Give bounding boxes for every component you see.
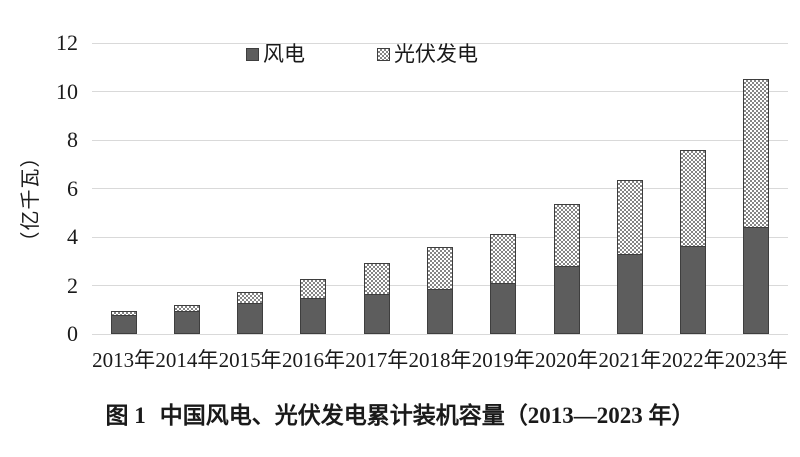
bar-segment-solar-2023年 <box>743 79 770 228</box>
bar-segment-solar-2014年 <box>173 304 200 311</box>
bar-segment-solar-2018年 <box>427 247 453 290</box>
bar-segment-solar-2019年 <box>490 233 517 284</box>
y-tick-label-12: 12 <box>56 30 78 55</box>
y-tick-label-4: 4 <box>67 224 78 249</box>
y-tick-label-6: 6 <box>67 175 78 201</box>
bar-segment-wind-2013年 <box>110 315 137 334</box>
bar-2021年 <box>616 180 643 334</box>
gridline-y-10 <box>92 91 788 92</box>
bar-segment-solar-2016年 <box>300 278 327 298</box>
x-tick-label-2020年: 2020年 <box>535 348 599 372</box>
legend-label-wind: 风电 <box>263 42 305 66</box>
x-tick-label-2014年: 2014年 <box>155 348 219 372</box>
figure-number: 图 1 <box>105 403 146 428</box>
gridline-y-6 <box>92 188 788 189</box>
x-tick-label-2019年: 2019年 <box>471 348 535 372</box>
bar-segment-wind-2015年 <box>237 302 264 334</box>
legend-label-solar: 光伏发电 <box>394 42 478 66</box>
y-tick-label-10: 10 <box>56 78 78 104</box>
y-tick-label-0: 0 <box>67 321 78 346</box>
x-tick-label-2015年: 2015年 <box>218 348 282 372</box>
bar-segment-wind-2017年 <box>363 294 390 334</box>
gridline-y-12 <box>92 42 788 44</box>
gridline-y-0 <box>92 333 788 335</box>
y-tick-label-8: 8 <box>67 127 78 152</box>
bar-segment-solar-2020年 <box>553 204 580 266</box>
legend-swatch-wind-icon <box>246 47 259 61</box>
figure-caption-text: 中国风电、光伏发电累计装机容量（2013—2023 年） <box>159 403 695 428</box>
legend-item-wind: 风电 <box>246 42 305 66</box>
bar-2020年 <box>553 204 580 334</box>
bar-segment-wind-2022年 <box>680 245 707 334</box>
x-tick-label-2013年: 2013年 <box>92 348 156 372</box>
bar-2023年 <box>743 79 770 334</box>
bar-segment-wind-2023年 <box>743 227 770 334</box>
bar-segment-solar-2015年 <box>237 292 264 303</box>
bar-segment-solar-2021年 <box>616 180 643 255</box>
gridline-y-8 <box>92 139 788 141</box>
bar-segment-solar-2017年 <box>363 262 390 295</box>
bar-segment-wind-2018年 <box>427 289 453 334</box>
bar-segment-wind-2021年 <box>616 254 643 334</box>
bar-segment-wind-2014年 <box>173 310 200 334</box>
y-tick-label-2: 2 <box>67 272 78 298</box>
legend: 风电 光伏发电 <box>246 42 478 66</box>
x-tick-label-2018年: 2018年 <box>408 348 472 372</box>
bar-2014年 <box>173 304 200 334</box>
figure-caption: 图 1 中国风电、光伏发电累计装机容量（2013—2023 年） <box>0 400 800 432</box>
plot-area <box>92 42 788 335</box>
bar-2016年 <box>300 278 327 334</box>
legend-swatch-solar-icon <box>377 47 390 61</box>
bar-segment-wind-2016年 <box>300 297 327 334</box>
x-tick-label-2017年: 2017年 <box>345 348 409 372</box>
bar-2022年 <box>680 150 707 334</box>
bar-2018年 <box>427 247 453 334</box>
bar-segment-wind-2019年 <box>490 283 517 334</box>
bar-2017年 <box>363 262 390 334</box>
bar-2013年 <box>110 311 137 334</box>
x-tick-label-2022年: 2022年 <box>661 348 725 372</box>
bar-segment-wind-2020年 <box>553 265 580 334</box>
bar-segment-solar-2022年 <box>680 150 707 246</box>
bar-segment-solar-2013年 <box>110 311 137 316</box>
x-tick-label-2016年: 2016年 <box>281 348 345 372</box>
bar-2015年 <box>237 292 264 334</box>
x-tick-label-2023年: 2023年 <box>724 348 788 372</box>
gridline-y-4 <box>92 236 788 238</box>
x-tick-label-2021年: 2021年 <box>598 348 662 372</box>
legend-item-solar: 光伏发电 <box>377 42 478 66</box>
bar-2019年 <box>490 233 517 334</box>
